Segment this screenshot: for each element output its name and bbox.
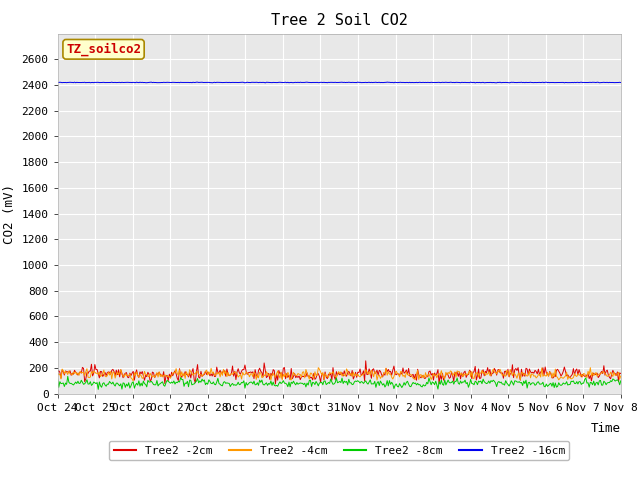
Title: Tree 2 Soil CO2: Tree 2 Soil CO2 (271, 13, 408, 28)
Legend: Tree2 -2cm, Tree2 -4cm, Tree2 -8cm, Tree2 -16cm: Tree2 -2cm, Tree2 -4cm, Tree2 -8cm, Tree… (109, 441, 569, 460)
Y-axis label: CO2 (mV): CO2 (mV) (3, 183, 16, 243)
Text: TZ_soilco2: TZ_soilco2 (66, 43, 141, 56)
X-axis label: Time: Time (591, 422, 621, 435)
